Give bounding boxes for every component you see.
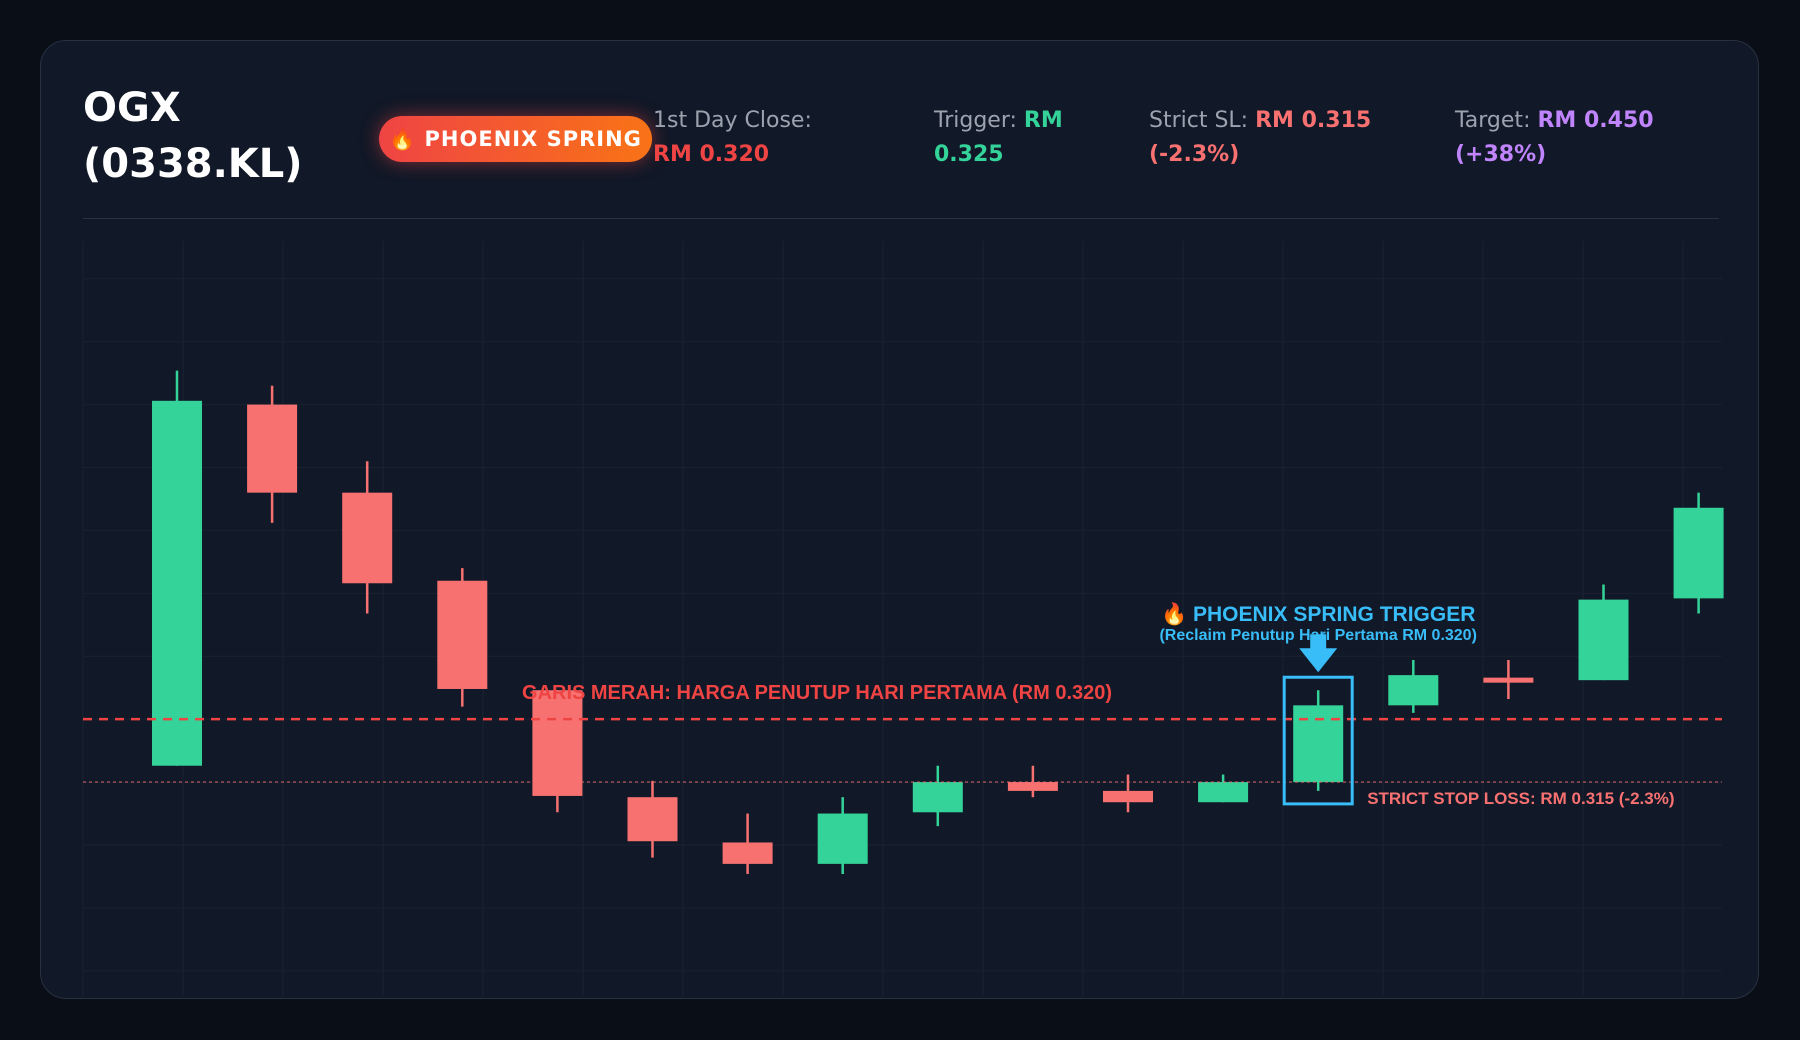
- candle-body: [722, 842, 773, 864]
- stat-value: RM 0.450 (+38%): [1455, 108, 1654, 167]
- trigger-title: 🔥 PHOENIX SPRING TRIGGER: [1161, 601, 1475, 626]
- stat-label: Strict SL:: [1149, 108, 1249, 133]
- candle-body: [1483, 677, 1534, 683]
- candle-body: [1198, 782, 1249, 803]
- candle-body: [817, 813, 868, 864]
- separator: [83, 218, 1719, 219]
- reference-label: STRICT STOP LOSS: RM 0.315 (-2.3%): [1367, 789, 1674, 808]
- stat-label: 1st Day Close:: [653, 108, 812, 133]
- stat-value: RM 0.320: [653, 142, 770, 167]
- candle-body: [1007, 782, 1058, 791]
- ticker-title: OGX (0338.KL): [83, 85, 303, 187]
- candle-body: [532, 690, 583, 796]
- candle-body: [247, 404, 298, 493]
- stat-value: RM 0.315 (-2.3%): [1149, 108, 1372, 167]
- reference-label: GARIS MERAH: HARGA PENUTUP HARI PERTAMA …: [522, 682, 1112, 704]
- candle-body: [152, 400, 202, 766]
- trigger-subtitle: (Reclaim Penutup Hari Pertama RM 0.320): [1159, 627, 1476, 644]
- candle-body: [912, 782, 963, 813]
- stat: Strict SL: RM 0.315 (-2.3%): [1149, 104, 1379, 172]
- candle-body: [1103, 790, 1153, 803]
- stat: Trigger: RM 0.325: [934, 104, 1084, 172]
- candle-body: [1293, 705, 1344, 783]
- candle-body: [1578, 599, 1629, 681]
- badge: 🔥 PHOENIX SPRING: [379, 116, 652, 162]
- candle-body: [627, 797, 678, 842]
- trigger-box: [1282, 675, 1354, 806]
- card: [40, 40, 1759, 999]
- stat: Target: RM 0.450 (+38%): [1455, 104, 1685, 172]
- stat-value: RM 0.325: [934, 108, 1063, 167]
- stat-label: Trigger:: [934, 108, 1017, 133]
- stat: 1st Day Close: RM 0.320: [653, 104, 853, 172]
- candle-body: [1388, 675, 1439, 706]
- stat-label: Target:: [1455, 108, 1531, 133]
- candle-body: [342, 492, 393, 584]
- candle-body: [437, 580, 488, 689]
- candle-body: [1673, 507, 1724, 599]
- trigger-arrow: [1299, 634, 1338, 673]
